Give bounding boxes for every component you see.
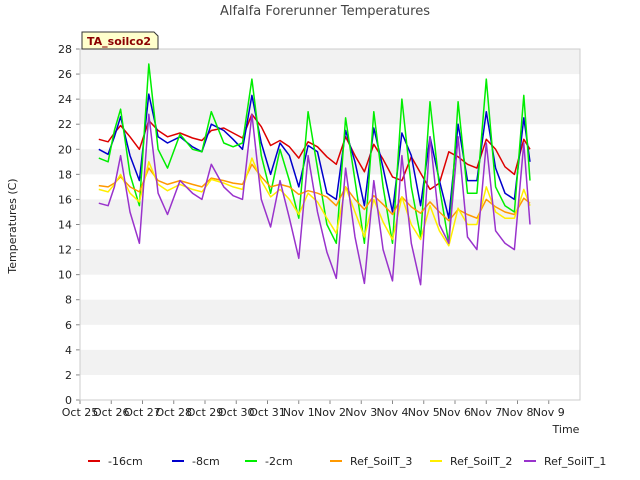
- y-tick-label: 14: [58, 219, 72, 232]
- x-tick-label: Nov 5: [408, 406, 440, 419]
- x-tick-label: Nov 9: [533, 406, 565, 419]
- x-tick-label: Nov 3: [345, 406, 377, 419]
- plot-frame: [79, 48, 581, 401]
- x-axis-label: Time: [552, 423, 580, 436]
- y-tick-label: 8: [65, 294, 72, 307]
- grid-band: [80, 299, 580, 325]
- y-tick-label: 24: [58, 93, 72, 106]
- x-tick-label: Nov 8: [502, 406, 534, 419]
- y-tick-label: 26: [58, 68, 72, 81]
- x-tick-label: Nov 2: [314, 406, 346, 419]
- y-tick-label: 28: [58, 43, 72, 56]
- series-lines: [98, 63, 531, 286]
- y-tick-label: 18: [58, 168, 72, 181]
- legend-label: -2cm: [265, 455, 293, 468]
- legend-label: -16cm: [108, 455, 143, 468]
- chart-title: Alfalfa Forerunner Temperatures: [220, 4, 430, 19]
- x-tick-label: Oct 27: [124, 406, 161, 419]
- y-tick-label: 4: [65, 344, 72, 357]
- legend-label: Ref_SoilT_1: [544, 455, 606, 468]
- x-tick-label: Oct 31: [249, 406, 286, 419]
- plot-background: [80, 49, 580, 400]
- series-line--2cm: [98, 63, 531, 245]
- series-line-ref-soilt-3: [98, 163, 531, 222]
- x-tick-label: Oct 26: [93, 406, 130, 419]
- x-tick-label: Nov 7: [470, 406, 502, 419]
- badge: TA_soilco2: [81, 31, 159, 50]
- grid-band: [80, 349, 580, 375]
- y-tick-label: 16: [58, 193, 72, 206]
- y-tick-label: 6: [65, 319, 72, 332]
- y-axis-label: Temperatures (C): [6, 178, 19, 274]
- x-tick-label: Oct 28: [155, 406, 192, 419]
- y-tick-label: 22: [58, 118, 72, 131]
- legend-label: -8cm: [192, 455, 220, 468]
- x-tick-label: Nov 4: [377, 406, 409, 419]
- series-line--16cm: [98, 113, 531, 191]
- y-tick-label: 2: [65, 369, 72, 382]
- x-tick-label: Nov 1: [283, 406, 315, 419]
- y-tick-label: 0: [65, 394, 72, 407]
- x-tick-label: Oct 30: [218, 406, 255, 419]
- legend-label: Ref_SoilT_2: [450, 455, 512, 468]
- x-tick-label: Oct 25: [62, 406, 99, 419]
- badge-label: TA_soilco2: [87, 35, 151, 48]
- legend: -16cm -8cm -2cm Ref_SoilT_3 Ref_SoilT_2 Ref_S…: [88, 455, 606, 468]
- grid-band: [80, 49, 580, 75]
- series-line-ref-soilt-2: [98, 157, 531, 247]
- series-line-ref-soilt-1: [98, 113, 531, 286]
- x-tick-label: Nov 6: [439, 406, 471, 419]
- x-tick-label: Oct 29: [187, 406, 224, 419]
- y-tick-label: 12: [58, 244, 72, 257]
- y-tick-label: 20: [58, 143, 72, 156]
- legend-label: Ref_SoilT_3: [350, 455, 412, 468]
- grid-band: [80, 99, 580, 125]
- y-tick-label: 10: [58, 269, 72, 282]
- series-line--8cm: [98, 93, 531, 219]
